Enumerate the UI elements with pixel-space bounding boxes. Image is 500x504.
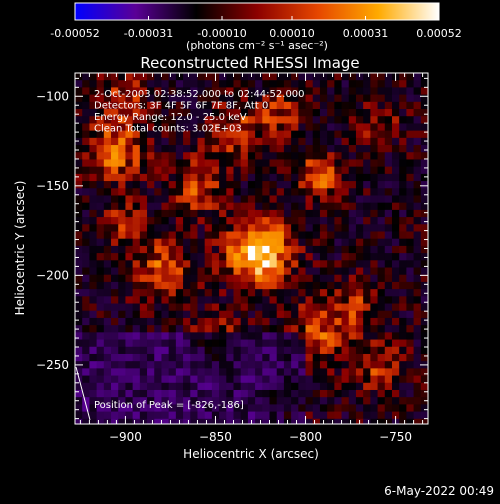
colorbar-tick-label: 0.00010 <box>269 27 315 40</box>
peak-pointer-line <box>75 366 91 421</box>
chart-title: Reconstructed RHESSI Image <box>140 54 359 72</box>
x-axis-label: Heliocentric X (arcsec) <box>183 447 319 461</box>
colorbar-units-label: (photons cm⁻² s⁻¹ asec⁻²) <box>186 39 328 52</box>
colorbar-tick-label: -0.00052 <box>50 27 99 40</box>
y-tick-label: −150 <box>36 179 69 193</box>
observation-info-line: Energy Range: 12.0 - 25.0 keV <box>94 112 247 123</box>
colorbar-gradient <box>75 3 439 20</box>
observation-info-line: Clean Total counts: 3.02E+03 <box>94 124 242 135</box>
y-axis-label: Heliocentric Y (arcsec) <box>13 181 27 316</box>
peak-position-label: Position of Peak = [-826,-186] <box>94 400 244 411</box>
x-tick-label: −800 <box>289 430 322 444</box>
observation-info-line: Detectors: 3F 4F 5F 6F 7F 8F, Att 0 <box>94 101 268 112</box>
colorbar-tick-label: -0.00031 <box>124 27 173 40</box>
colorbar-tick-label: -0.00010 <box>197 27 246 40</box>
x-axis: −900 −850 −800 −750 <box>79 73 424 444</box>
colorbar: -0.00052 -0.00031 -0.00010 0.00010 0.00031 0.… <box>50 2 462 52</box>
observation-info-line: 2-Oct-2003 02:38:52.000 to 02:44:52.000 <box>94 89 305 100</box>
colorbar-tick-label: 0.00031 <box>343 27 389 40</box>
observation-info: 2-Oct-2003 02:38:52.000 to 02:44:52.000D… <box>94 89 305 135</box>
x-tick-label: −900 <box>109 430 142 444</box>
heatmap-image <box>75 73 428 424</box>
y-tick-label: −250 <box>36 358 69 372</box>
y-tick-label: −200 <box>36 268 69 282</box>
colorbar-tick-label: 0.00052 <box>416 27 462 40</box>
x-tick-label: −850 <box>199 430 232 444</box>
y-tick-label: −100 <box>36 89 69 103</box>
x-tick-label: −750 <box>379 430 412 444</box>
colorbar-ticks: -0.00052 -0.00031 -0.00010 0.00010 0.00031 0.… <box>50 16 462 40</box>
y-axis: −250 −200 −150 −100 <box>36 77 428 420</box>
plot-date: 6-May-2022 00:49 <box>384 484 494 498</box>
